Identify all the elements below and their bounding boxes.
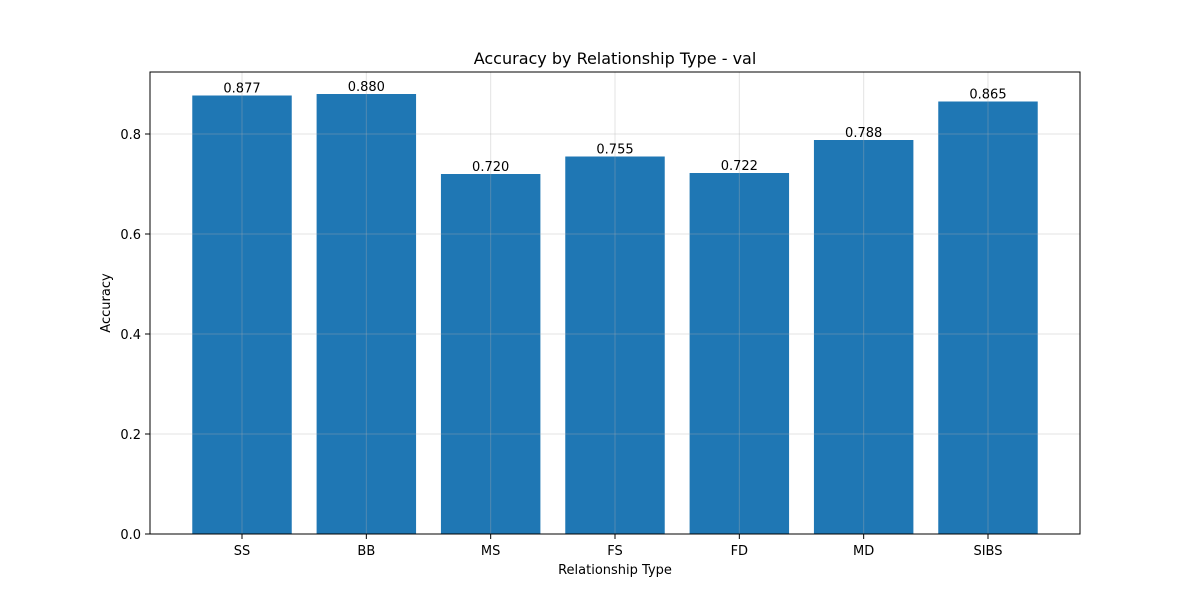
chart-title: Accuracy by Relationship Type - val [474, 49, 757, 68]
y-axis-ticks: 0.0 0.2 0.4 0.6 0.8 [120, 128, 150, 543]
x-axis-ticks: SS BB MS FS FD MD SIBS [234, 534, 1003, 559]
bar-fd [689, 173, 790, 534]
y-tick-label: 0.8 [120, 128, 141, 143]
y-tick-label: 0.2 [120, 428, 141, 443]
y-axis-title: Accuracy [99, 273, 114, 333]
x-tick-label: SIBS [973, 544, 1002, 559]
y-tick-label: 0.6 [120, 228, 141, 243]
bar-sibs [938, 101, 1038, 534]
x-axis-title: Relationship Type [558, 563, 672, 578]
bar-value-label: 0.720 [472, 160, 509, 175]
bar-value-label: 0.877 [223, 82, 260, 97]
bar-value-label: 0.722 [721, 159, 758, 174]
bar-value-label: 0.788 [845, 126, 882, 141]
bar-ms [440, 174, 541, 534]
x-tick-label: FD [731, 544, 749, 559]
bar-bb [316, 94, 417, 534]
x-tick-label: SS [234, 544, 251, 559]
bar-md [813, 140, 914, 534]
y-tick-label: 0.0 [120, 528, 141, 543]
bar-ss [192, 95, 292, 534]
bar-value-labels: 0.877 0.880 0.720 0.755 0.722 0.788 0.865 [223, 80, 1006, 175]
x-tick-label: BB [357, 544, 375, 559]
y-tick-label: 0.4 [120, 328, 141, 343]
bar-value-label: 0.880 [348, 80, 385, 95]
x-tick-label: MD [853, 544, 874, 559]
bars [192, 94, 1038, 534]
x-tick-label: FS [607, 544, 623, 559]
bar-value-label: 0.865 [969, 88, 1006, 103]
bar-fs [565, 156, 665, 534]
bar-value-label: 0.755 [596, 143, 633, 158]
x-tick-label: MS [481, 544, 500, 559]
